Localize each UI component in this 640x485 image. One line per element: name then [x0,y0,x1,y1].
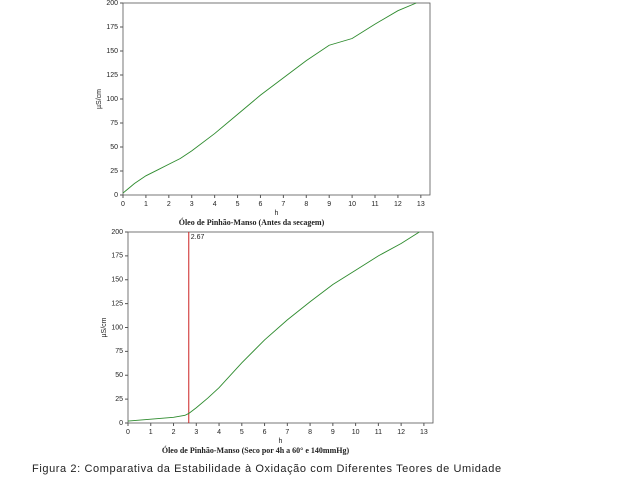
x-tick-label: 10 [352,429,360,436]
x-tick-label: 4 [213,201,217,208]
x-tick-label: 2 [172,429,176,436]
plot-area [122,2,431,196]
x-tick-label: 13 [417,201,425,208]
x-tick-label: 0 [126,429,130,436]
x-tick-label: 6 [263,429,267,436]
y-tick-label: 125 [111,300,123,307]
y-tick-label: 150 [106,48,118,55]
caption: Figura 2: Comparativa da Estabilidade à … [32,463,502,475]
x-axis-label: h [279,438,283,445]
x-tick-label: 2 [167,201,171,208]
y-tick-label: 100 [111,324,123,331]
y-tick-label: 175 [106,24,118,31]
x-tick-label: 10 [348,201,356,208]
x-tick-label: 13 [420,429,428,436]
y-tick-label: 175 [111,253,123,260]
data-line [127,231,420,422]
y-tick-label: 125 [106,72,118,79]
y-tick-label: 200 [111,229,123,236]
plot-area [127,231,434,424]
y-tick-label: 50 [110,144,118,151]
y-tick-label: 200 [106,0,118,7]
y-axis-label: µS/cm [101,317,108,337]
x-tick-label: 9 [327,201,331,208]
x-tick-label: 0 [121,201,125,208]
x-tick-label: 12 [397,429,405,436]
x-tick-label: 3 [194,429,198,436]
x-tick-label: 4 [217,429,221,436]
x-tick-label: 7 [281,201,285,208]
x-tick-label: 7 [285,429,289,436]
y-tick-label: 150 [111,277,123,284]
marker-label: 2.67 [191,234,205,241]
chart-title: Óleo de Pinhão-Manso (Seco por 4h a 60° … [162,445,350,455]
y-axis-label: µS/cm [96,89,103,109]
x-tick-label: 1 [149,429,153,436]
x-tick-label: 1 [144,201,148,208]
x-tick-label: 3 [190,201,194,208]
x-tick-label: 9 [331,429,335,436]
x-tick-label: 5 [236,201,240,208]
y-tick-label: 75 [115,348,123,355]
y-tick-label: 0 [114,192,118,199]
y-tick-label: 50 [115,372,123,379]
y-tick-label: 75 [110,120,118,127]
x-tick-label: 6 [259,201,263,208]
y-tick-label: 100 [106,96,118,103]
y-tick-label: 25 [115,396,123,403]
x-tick-label: 12 [394,201,402,208]
x-tick-label: 8 [304,201,308,208]
chart-title: Óleo de Pinhão-Manso (Antes da secagem) [179,217,325,227]
x-tick-label: 5 [240,429,244,436]
x-tick-label: 11 [371,201,378,208]
y-tick-label: 0 [119,420,123,427]
data-line [122,2,417,194]
y-tick-label: 25 [110,168,118,175]
x-tick-label: 11 [375,429,382,436]
x-tick-label: 8 [308,429,312,436]
x-axis-label: h [275,210,279,217]
